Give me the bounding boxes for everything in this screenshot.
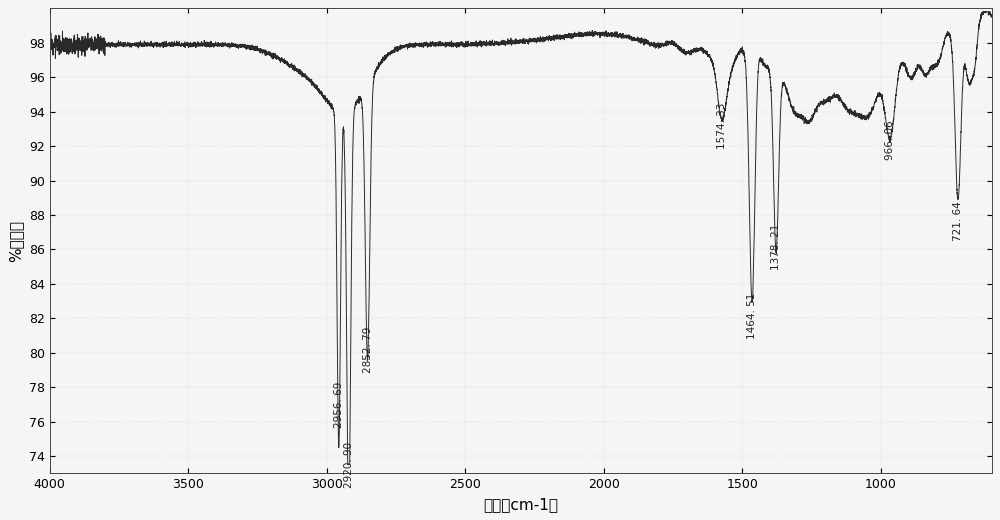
Text: 1378. 21: 1378. 21 (771, 224, 781, 270)
Text: 1464. 51: 1464. 51 (747, 292, 757, 339)
Text: 721. 64: 721. 64 (953, 201, 963, 241)
Y-axis label: %透过率: %透过率 (8, 220, 23, 262)
Text: 2920. 90: 2920. 90 (344, 442, 354, 488)
X-axis label: 波数（cm-1）: 波数（cm-1） (483, 497, 558, 512)
Text: 1574. 33: 1574. 33 (717, 103, 727, 149)
Text: 2852. 79: 2852. 79 (363, 327, 373, 373)
Text: 2956. 69: 2956. 69 (334, 382, 344, 428)
Text: 966. 06: 966. 06 (885, 120, 895, 160)
